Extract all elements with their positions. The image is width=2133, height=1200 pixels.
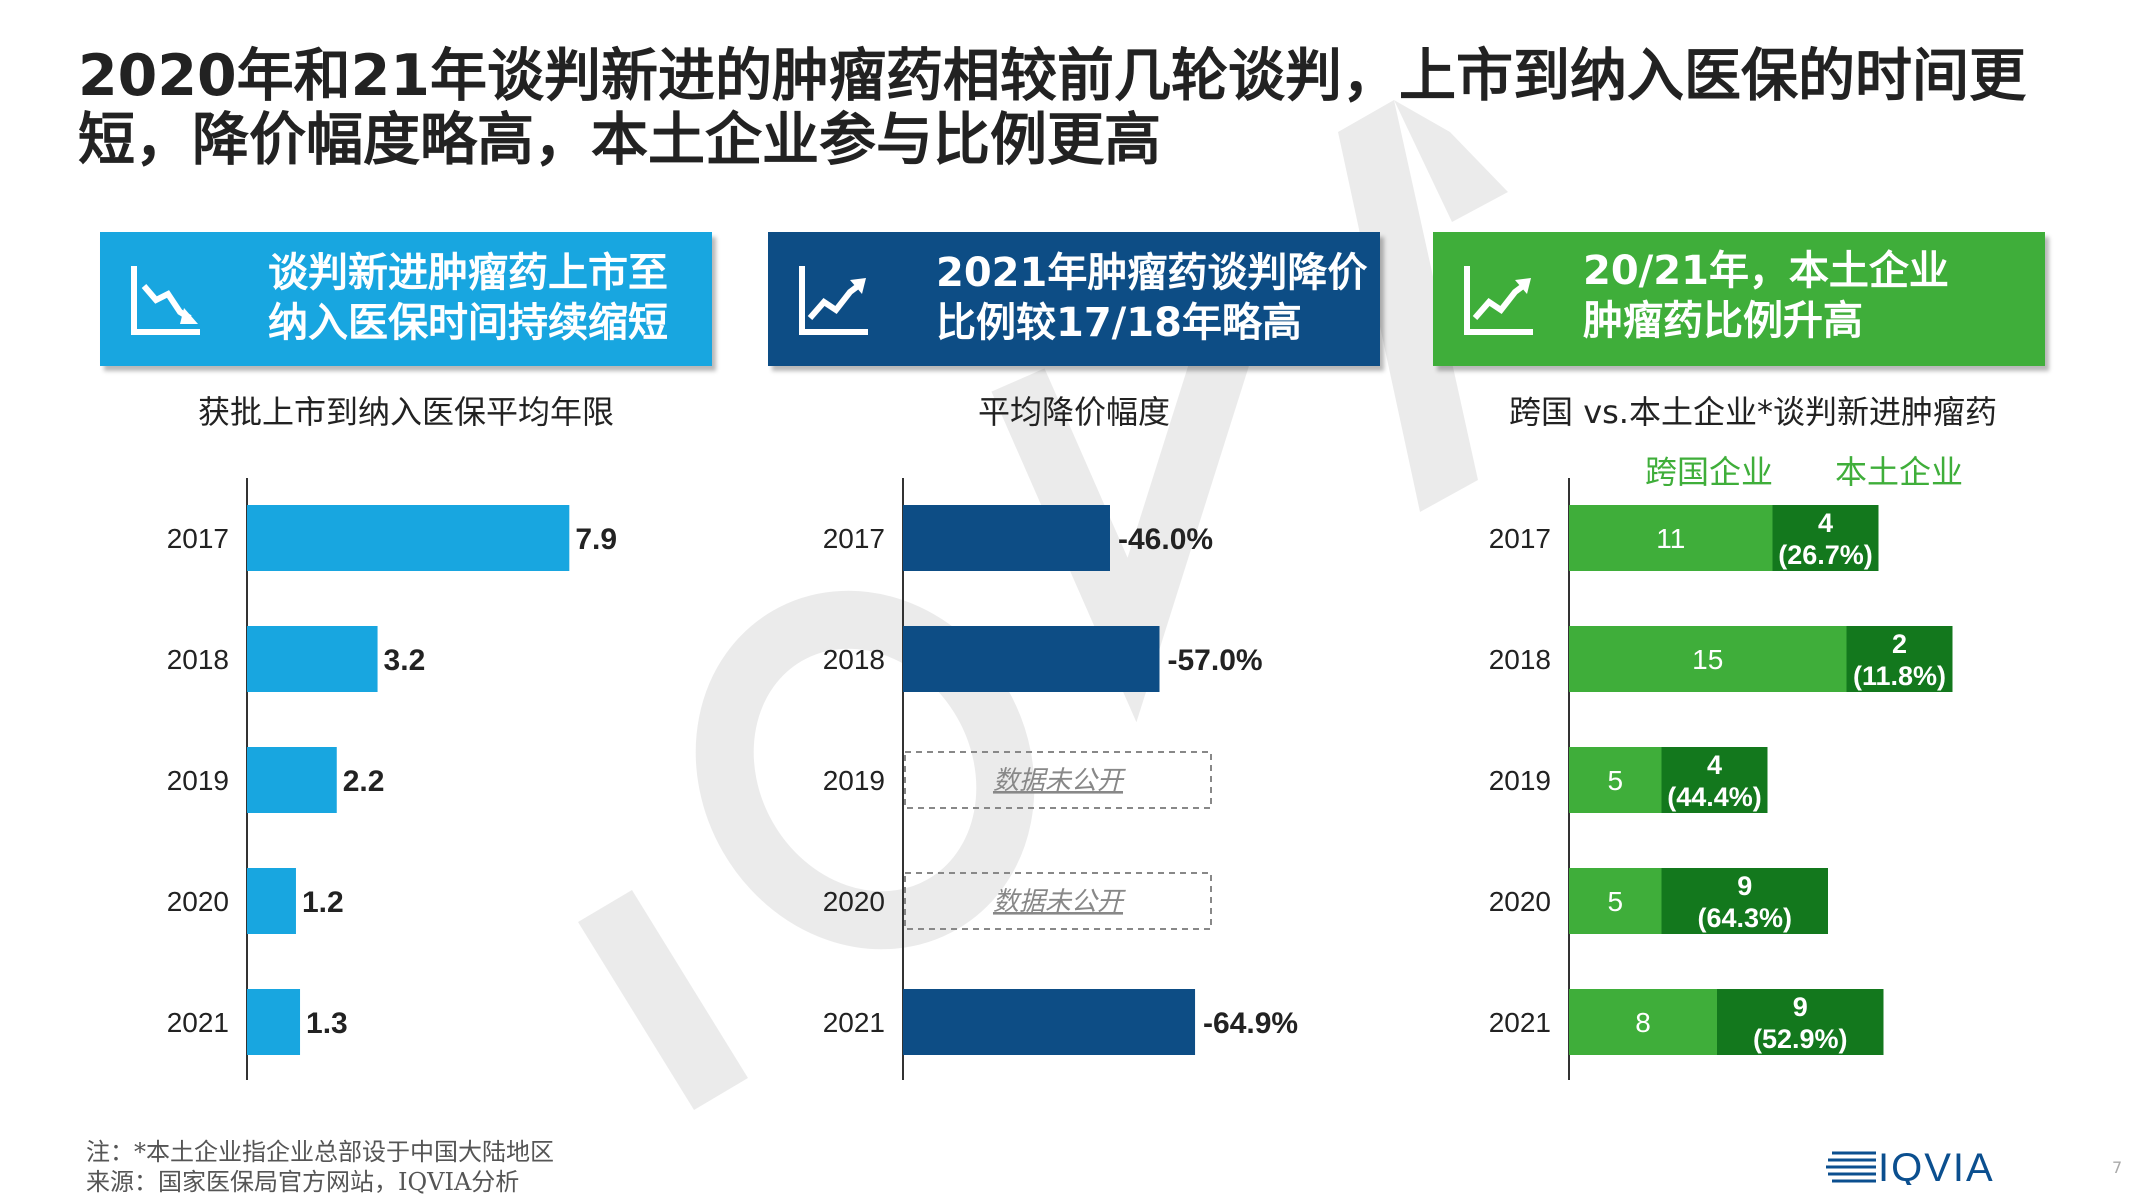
chart2-missing-data-box <box>904 872 1212 930</box>
chart1-bar <box>247 989 301 1055</box>
chart3-category-label: 2020 <box>1489 886 1551 917</box>
chart3-value-multinational: 11 <box>1656 523 1685 554</box>
chart2-bar <box>903 505 1110 571</box>
chart3-value-multinational: 5 <box>1607 765 1623 796</box>
chart1-bar <box>247 747 337 813</box>
trend-up-icon <box>799 266 868 335</box>
banner-line1: 2021年肿瘤药谈判降价 <box>936 250 1368 296</box>
chart3-pct-domestic: (64.3%) <box>1697 903 1792 933</box>
chart1-category-label: 2021 <box>167 1007 229 1038</box>
chart3-value-domestic: 4 <box>1707 750 1722 780</box>
chart3-category-label: 2017 <box>1489 523 1551 554</box>
chart2-category-label: 2021 <box>823 1007 885 1038</box>
chart3-pct-domestic: (11.8%) <box>1853 661 1946 691</box>
chart3-pct-domestic: (44.4%) <box>1667 782 1762 812</box>
footnote-source: 来源：国家医保局官方网站，IQVIA分析 <box>86 1168 520 1196</box>
chart2-value-label: -46.0% <box>1118 523 1213 556</box>
page-title: 2020年和21年谈判新进的肿瘤药相较前几轮谈判，上市到纳入医保的时间更短，降价… <box>78 43 2026 173</box>
chart2-category-label: 2017 <box>823 523 885 554</box>
chart3-value-domestic: 2 <box>1892 629 1907 659</box>
legend-domestic: 本土企业 <box>1835 453 1964 491</box>
chart3-pct-domestic: (26.7%) <box>1778 540 1873 570</box>
banner-line2: 纳入医保时间持续缩短 <box>268 300 668 346</box>
chart3-pct-domestic: (52.9%) <box>1753 1024 1848 1054</box>
chart1-value-label: 1.2 <box>302 886 344 919</box>
chart3-bar-domestic <box>1661 868 1828 934</box>
svg-text:IQVIA: IQVIA <box>1878 1146 1995 1185</box>
chart2-category-label: 2019 <box>823 765 885 796</box>
chart1-value-label: 7.9 <box>575 523 617 556</box>
chart3-value-domestic: 9 <box>1737 871 1752 901</box>
chart3-category-label: 2019 <box>1489 765 1551 796</box>
chart3-bar-multinational <box>1569 989 1717 1055</box>
chart1-category-label: 2020 <box>167 886 229 917</box>
chart3-bar-multinational <box>1569 505 1773 571</box>
banner-line2: 比例较17/18年略高 <box>936 300 1302 346</box>
chart1-category-label: 2017 <box>167 523 229 554</box>
chart2-value-label: -57.0% <box>1168 644 1263 677</box>
banner-line2: 肿瘤药比例升高 <box>1583 298 1863 344</box>
chart3-value-domestic: 9 <box>1793 992 1808 1022</box>
chart1-category-label: 2018 <box>167 644 229 675</box>
chart3-bar-multinational <box>1569 626 1847 692</box>
chart2-value-label: -64.9% <box>1203 1007 1298 1040</box>
footnote-note: 注：*本土企业指企业总部设于中国大陆地区 <box>86 1138 554 1166</box>
chart2-category-label: 2020 <box>823 886 885 917</box>
chart3-category-label: 2018 <box>1489 644 1551 675</box>
chart3-value-domestic: 4 <box>1818 508 1833 538</box>
iqvia-logo: IQVIA <box>1826 1146 1995 1185</box>
chart3-bar-domestic <box>1717 989 1884 1055</box>
banner-time-to-reimbursement: 谈判新进肿瘤药上市至 纳入医保时间持续缩短 <box>100 232 712 366</box>
legend-multinational: 跨国企业 <box>1645 453 1774 491</box>
chart3-bar-multinational <box>1569 868 1662 934</box>
chart2-title: 平均降价幅度 <box>977 393 1170 431</box>
chart3-title: 跨国 vs.本土企业*谈判新进肿瘤药 <box>1509 393 1997 431</box>
banner-line1: 20/21年，本土企业 <box>1583 248 1949 294</box>
chart1-title: 获批上市到纳入医保平均年限 <box>197 393 614 431</box>
chart1-value-label: 3.2 <box>384 644 426 677</box>
chart3-bar-multinational <box>1569 747 1662 813</box>
chart2-bar <box>903 989 1196 1055</box>
chart2-missing-data-label: 数据未公开 <box>993 766 1126 795</box>
page-number: 7 <box>2112 1158 2123 1177</box>
chart3-category-label: 2021 <box>1489 1007 1551 1038</box>
chart2-bar <box>903 626 1160 692</box>
trend-down-icon <box>131 266 200 335</box>
chart1-value-label: 1.3 <box>306 1007 348 1040</box>
chart1-category-label: 2019 <box>167 765 229 796</box>
chart2-missing-data-box <box>904 751 1212 809</box>
chart3-bar-domestic <box>1661 747 1768 813</box>
chart3-value-multinational: 5 <box>1607 886 1623 917</box>
chart3-bar-domestic <box>1846 626 1953 692</box>
banner-price-cut: 2021年肿瘤药谈判降价 比例较17/18年略高 <box>768 232 1380 366</box>
chart3-value-multinational: 8 <box>1635 1007 1651 1038</box>
trend-up-icon <box>1464 266 1533 335</box>
banner-domestic-share: 20/21年，本土企业 肿瘤药比例升高 <box>1433 232 2045 366</box>
chart3-bar-domestic <box>1772 505 1879 571</box>
chart1-bar <box>247 505 570 571</box>
chart1-bar <box>247 868 296 934</box>
chart2-missing-data-label: 数据未公开 <box>993 887 1126 916</box>
chart1-bar <box>247 626 378 692</box>
banner-line1: 谈判新进肿瘤药上市至 <box>268 250 668 296</box>
chart2-category-label: 2018 <box>823 644 885 675</box>
chart3-value-multinational: 15 <box>1692 644 1723 675</box>
chart1-value-label: 2.2 <box>343 765 385 798</box>
